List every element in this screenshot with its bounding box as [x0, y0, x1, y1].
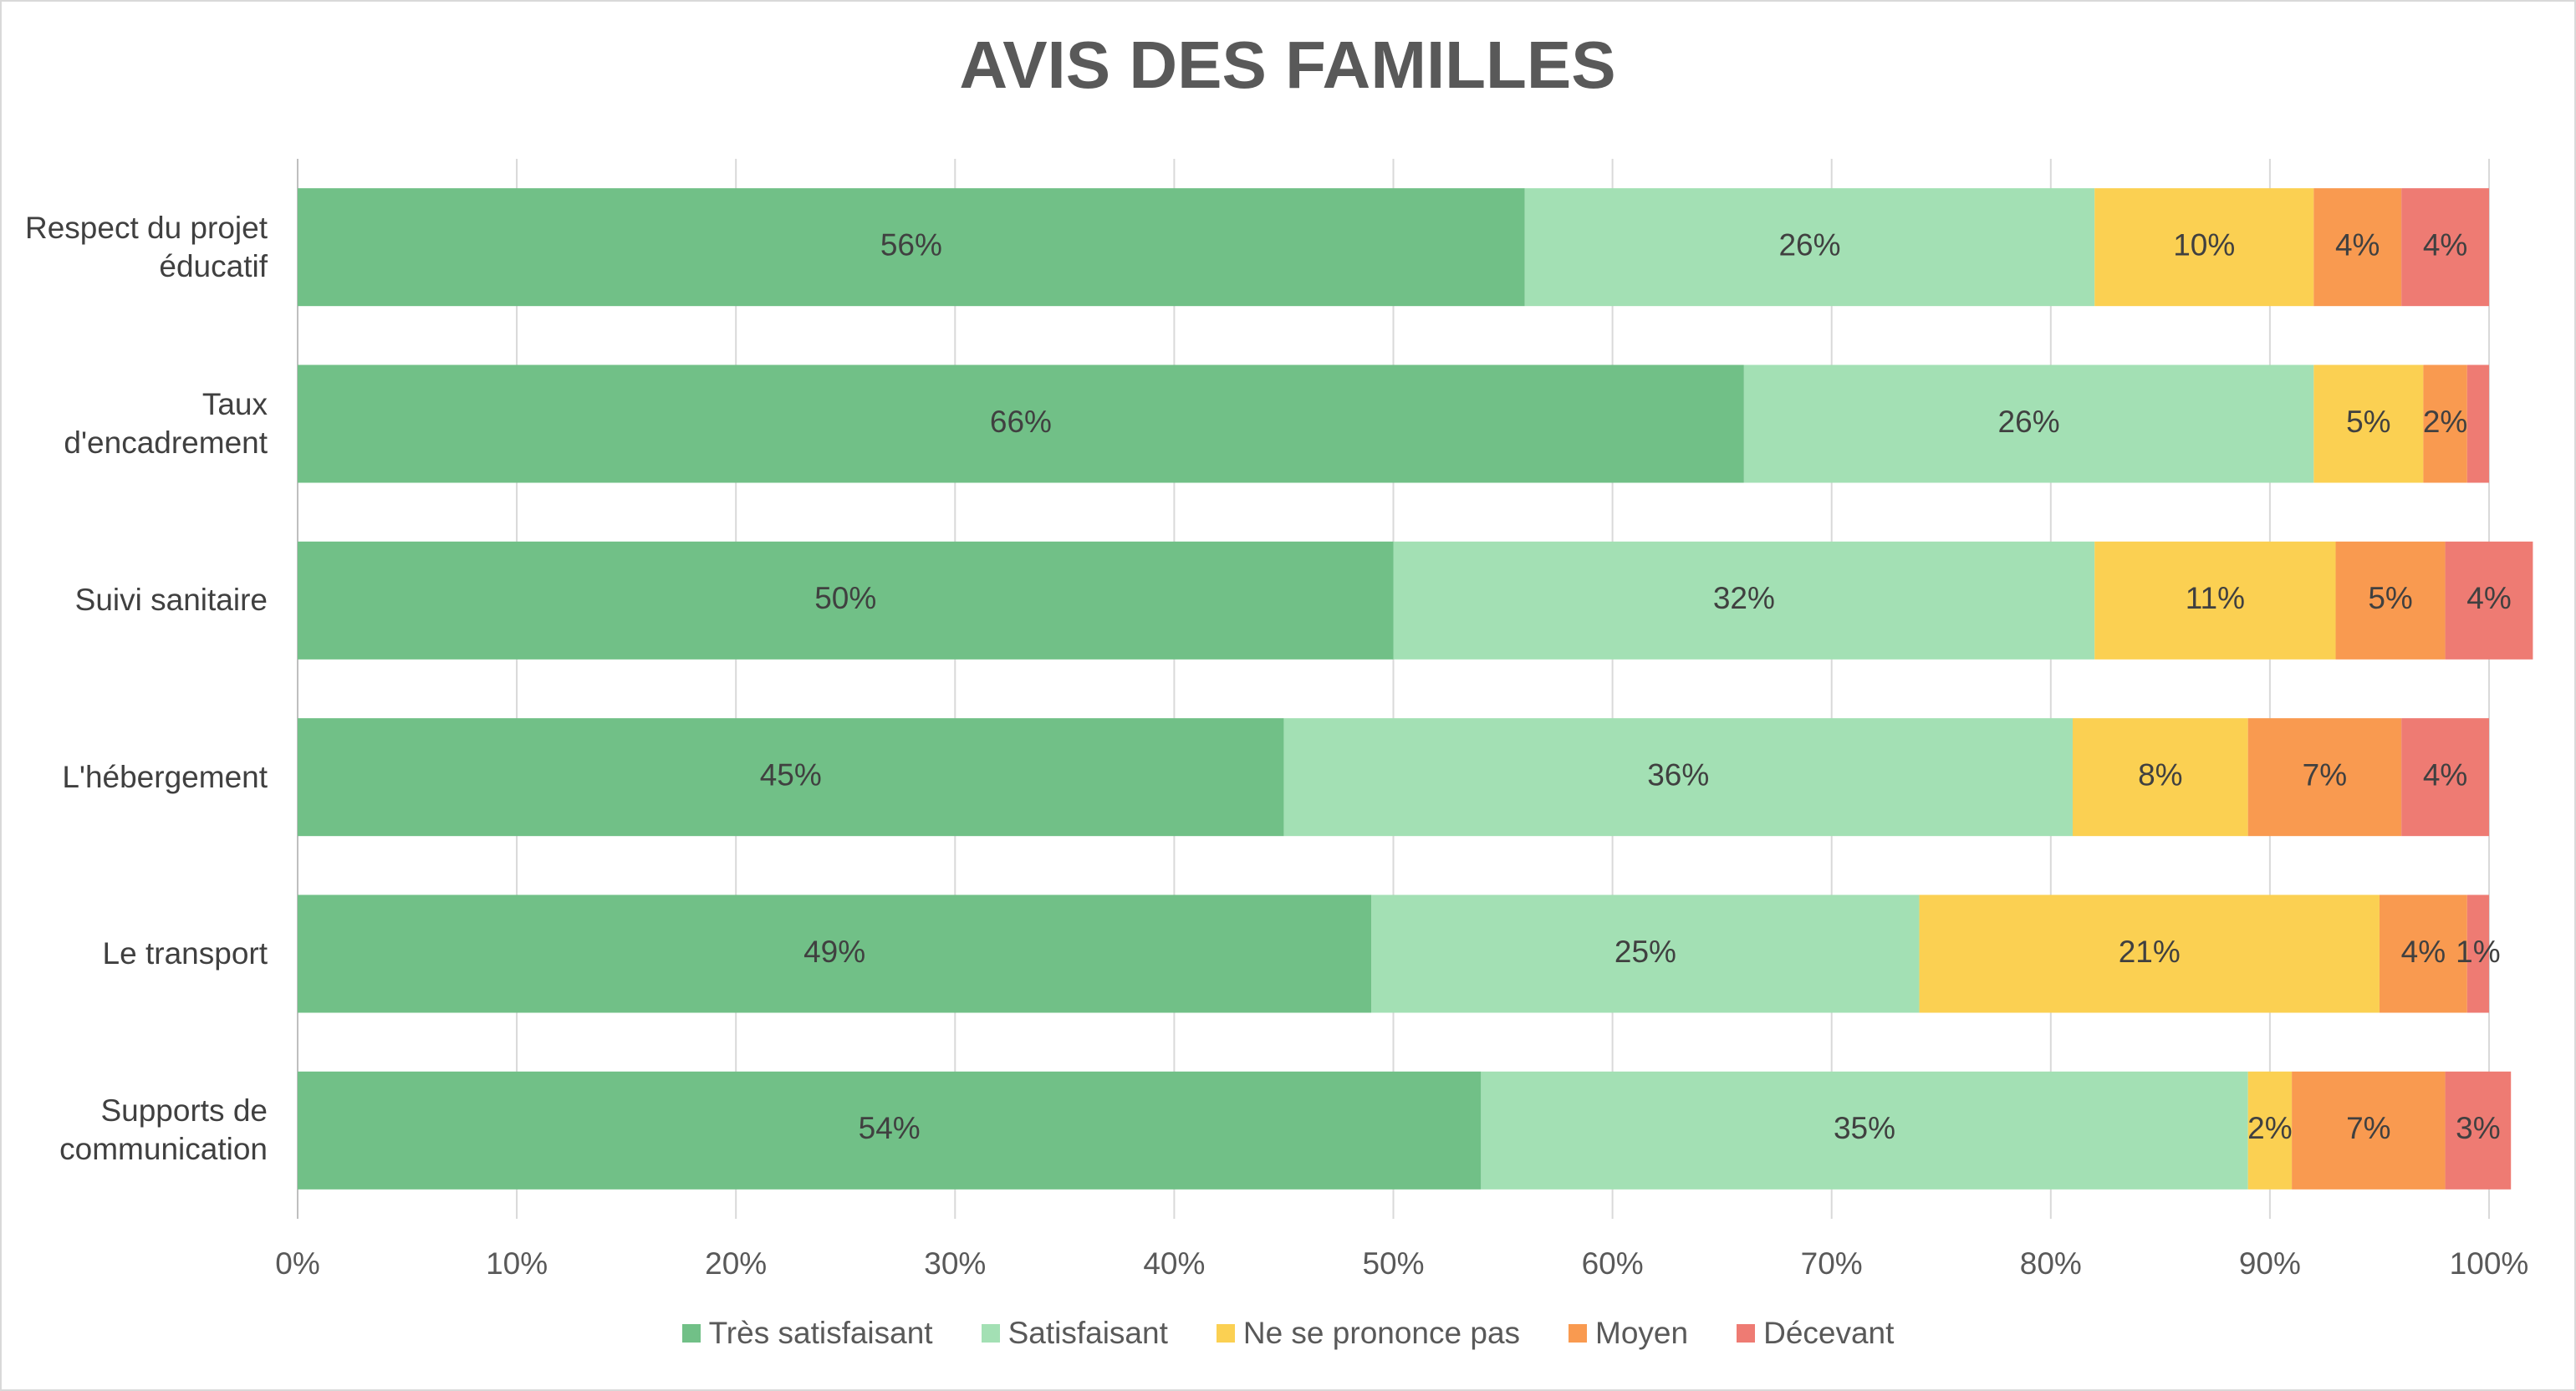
bar-segment: [298, 894, 1372, 1013]
bar-segment: [2073, 718, 2248, 837]
x-tick-label: 30%: [924, 1246, 986, 1281]
data-label: 56%: [880, 227, 942, 262]
x-tick-label: 40%: [1143, 1246, 1205, 1281]
legend-swatch: [981, 1324, 1000, 1343]
bar-segment: [2292, 1071, 2446, 1190]
legend-item: Très satisfaisant: [681, 1316, 933, 1351]
bar-segment: [2401, 188, 2489, 307]
legend-label: Très satisfaisant: [708, 1316, 933, 1350]
data-label: 45%: [760, 757, 822, 792]
bar-segment: [1371, 894, 1920, 1013]
bar-segment: [298, 541, 1394, 660]
bar-segment: [2313, 364, 2424, 483]
x-tick-label: 50%: [1362, 1246, 1424, 1281]
data-label: 1%: [2456, 935, 2500, 969]
legend-label: Satisfaisant: [1007, 1316, 1168, 1350]
legend: Très satisfaisant Satisfaisant Ne se prono…: [0, 1316, 2576, 1351]
bar-segment: [2423, 364, 2467, 483]
data-label: 26%: [1778, 227, 1840, 262]
data-label: 32%: [1713, 581, 1775, 615]
data-label: 3%: [2456, 1111, 2500, 1145]
data-label: 4%: [2423, 227, 2467, 262]
legend-swatch: [1737, 1324, 1756, 1343]
data-label: 54%: [859, 1111, 921, 1145]
data-label: 2%: [2247, 1111, 2292, 1145]
data-label: 10%: [2173, 227, 2235, 262]
x-tick-label: 90%: [2239, 1246, 2301, 1281]
legend-item: Satisfaisant: [981, 1316, 1168, 1351]
category-label: Suivi sanitaire: [74, 583, 268, 618]
data-label: 4%: [2335, 227, 2380, 262]
data-label: 2%: [2423, 405, 2467, 439]
x-tick-label: 20%: [705, 1246, 767, 1281]
legend-swatch: [681, 1324, 701, 1343]
data-label: 50%: [814, 581, 876, 615]
data-label: 4%: [2423, 757, 2467, 792]
x-tick-label: 60%: [1582, 1246, 1644, 1281]
legend-item: Décevant: [1737, 1316, 1894, 1351]
chart-title: AVIS DES FAMILLES: [959, 28, 1615, 102]
data-label: 35%: [1834, 1111, 1895, 1145]
legend-item: Ne se prononce pas: [1216, 1316, 1521, 1351]
data-label: 8%: [2138, 757, 2182, 792]
bar-segment: [298, 364, 1744, 483]
legend-item: Moyen: [1569, 1316, 1688, 1351]
data-label: 7%: [2303, 757, 2347, 792]
bar-segment: [1393, 541, 2095, 660]
data-label: 4%: [2401, 935, 2446, 969]
bar-segment: [2466, 364, 2489, 483]
data-label: 4%: [2466, 581, 2511, 615]
data-label: 21%: [2119, 935, 2181, 969]
bar-segment: [2379, 894, 2467, 1013]
bar-segment: [2094, 188, 2314, 307]
legend-label: Ne se prononce pas: [1242, 1316, 1521, 1350]
bar-segment: [2094, 541, 2336, 660]
bar-segment: [1481, 1071, 2248, 1190]
x-tick-label: 100%: [2450, 1246, 2529, 1281]
bar-segment: [2313, 188, 2402, 307]
bar-segment: [1743, 364, 2314, 483]
data-label: 66%: [990, 405, 1052, 439]
bar-segment: [2445, 541, 2533, 660]
bar-segment: [1919, 894, 2380, 1013]
category-label: Supports de communication: [59, 1093, 268, 1167]
data-label: 36%: [1647, 757, 1709, 792]
data-label: 7%: [2346, 1111, 2390, 1145]
bar-segment: [2401, 718, 2489, 837]
legend-swatch: [1569, 1324, 1588, 1343]
category-label: Respect du projet éducatif: [24, 210, 268, 283]
bar-segment: [2466, 894, 2489, 1013]
category-label: L'hébergement: [62, 759, 268, 794]
bar-segment: [298, 718, 1284, 837]
bar-segment: [2335, 541, 2446, 660]
bar-segment: [2247, 718, 2402, 837]
bar-segment: [1524, 188, 2095, 307]
data-label: 11%: [2186, 581, 2245, 615]
x-tick-label: 80%: [2020, 1246, 2082, 1281]
bar-segment: [298, 188, 1525, 307]
bar-segment: [1283, 718, 2074, 837]
bar-segment: [2445, 1071, 2512, 1190]
category-label: Le transport: [102, 936, 268, 971]
data-label: 26%: [1998, 405, 2060, 439]
legend-swatch: [1216, 1324, 1235, 1343]
x-tick-label: 70%: [1801, 1246, 1863, 1281]
legend-label: Moyen: [1595, 1316, 1689, 1350]
x-tick-label: 0%: [275, 1246, 319, 1281]
data-label: 5%: [2368, 581, 2412, 615]
legend-label: Décevant: [1763, 1316, 1895, 1350]
bar-segment: [298, 1071, 1482, 1190]
data-label: 49%: [803, 935, 865, 969]
category-label: Taux d'encadrement: [64, 387, 268, 460]
x-tick-label: 10%: [486, 1246, 548, 1281]
data-label: 5%: [2346, 405, 2390, 439]
data-label: 25%: [1614, 935, 1676, 969]
bar-segment: [2247, 1071, 2293, 1190]
